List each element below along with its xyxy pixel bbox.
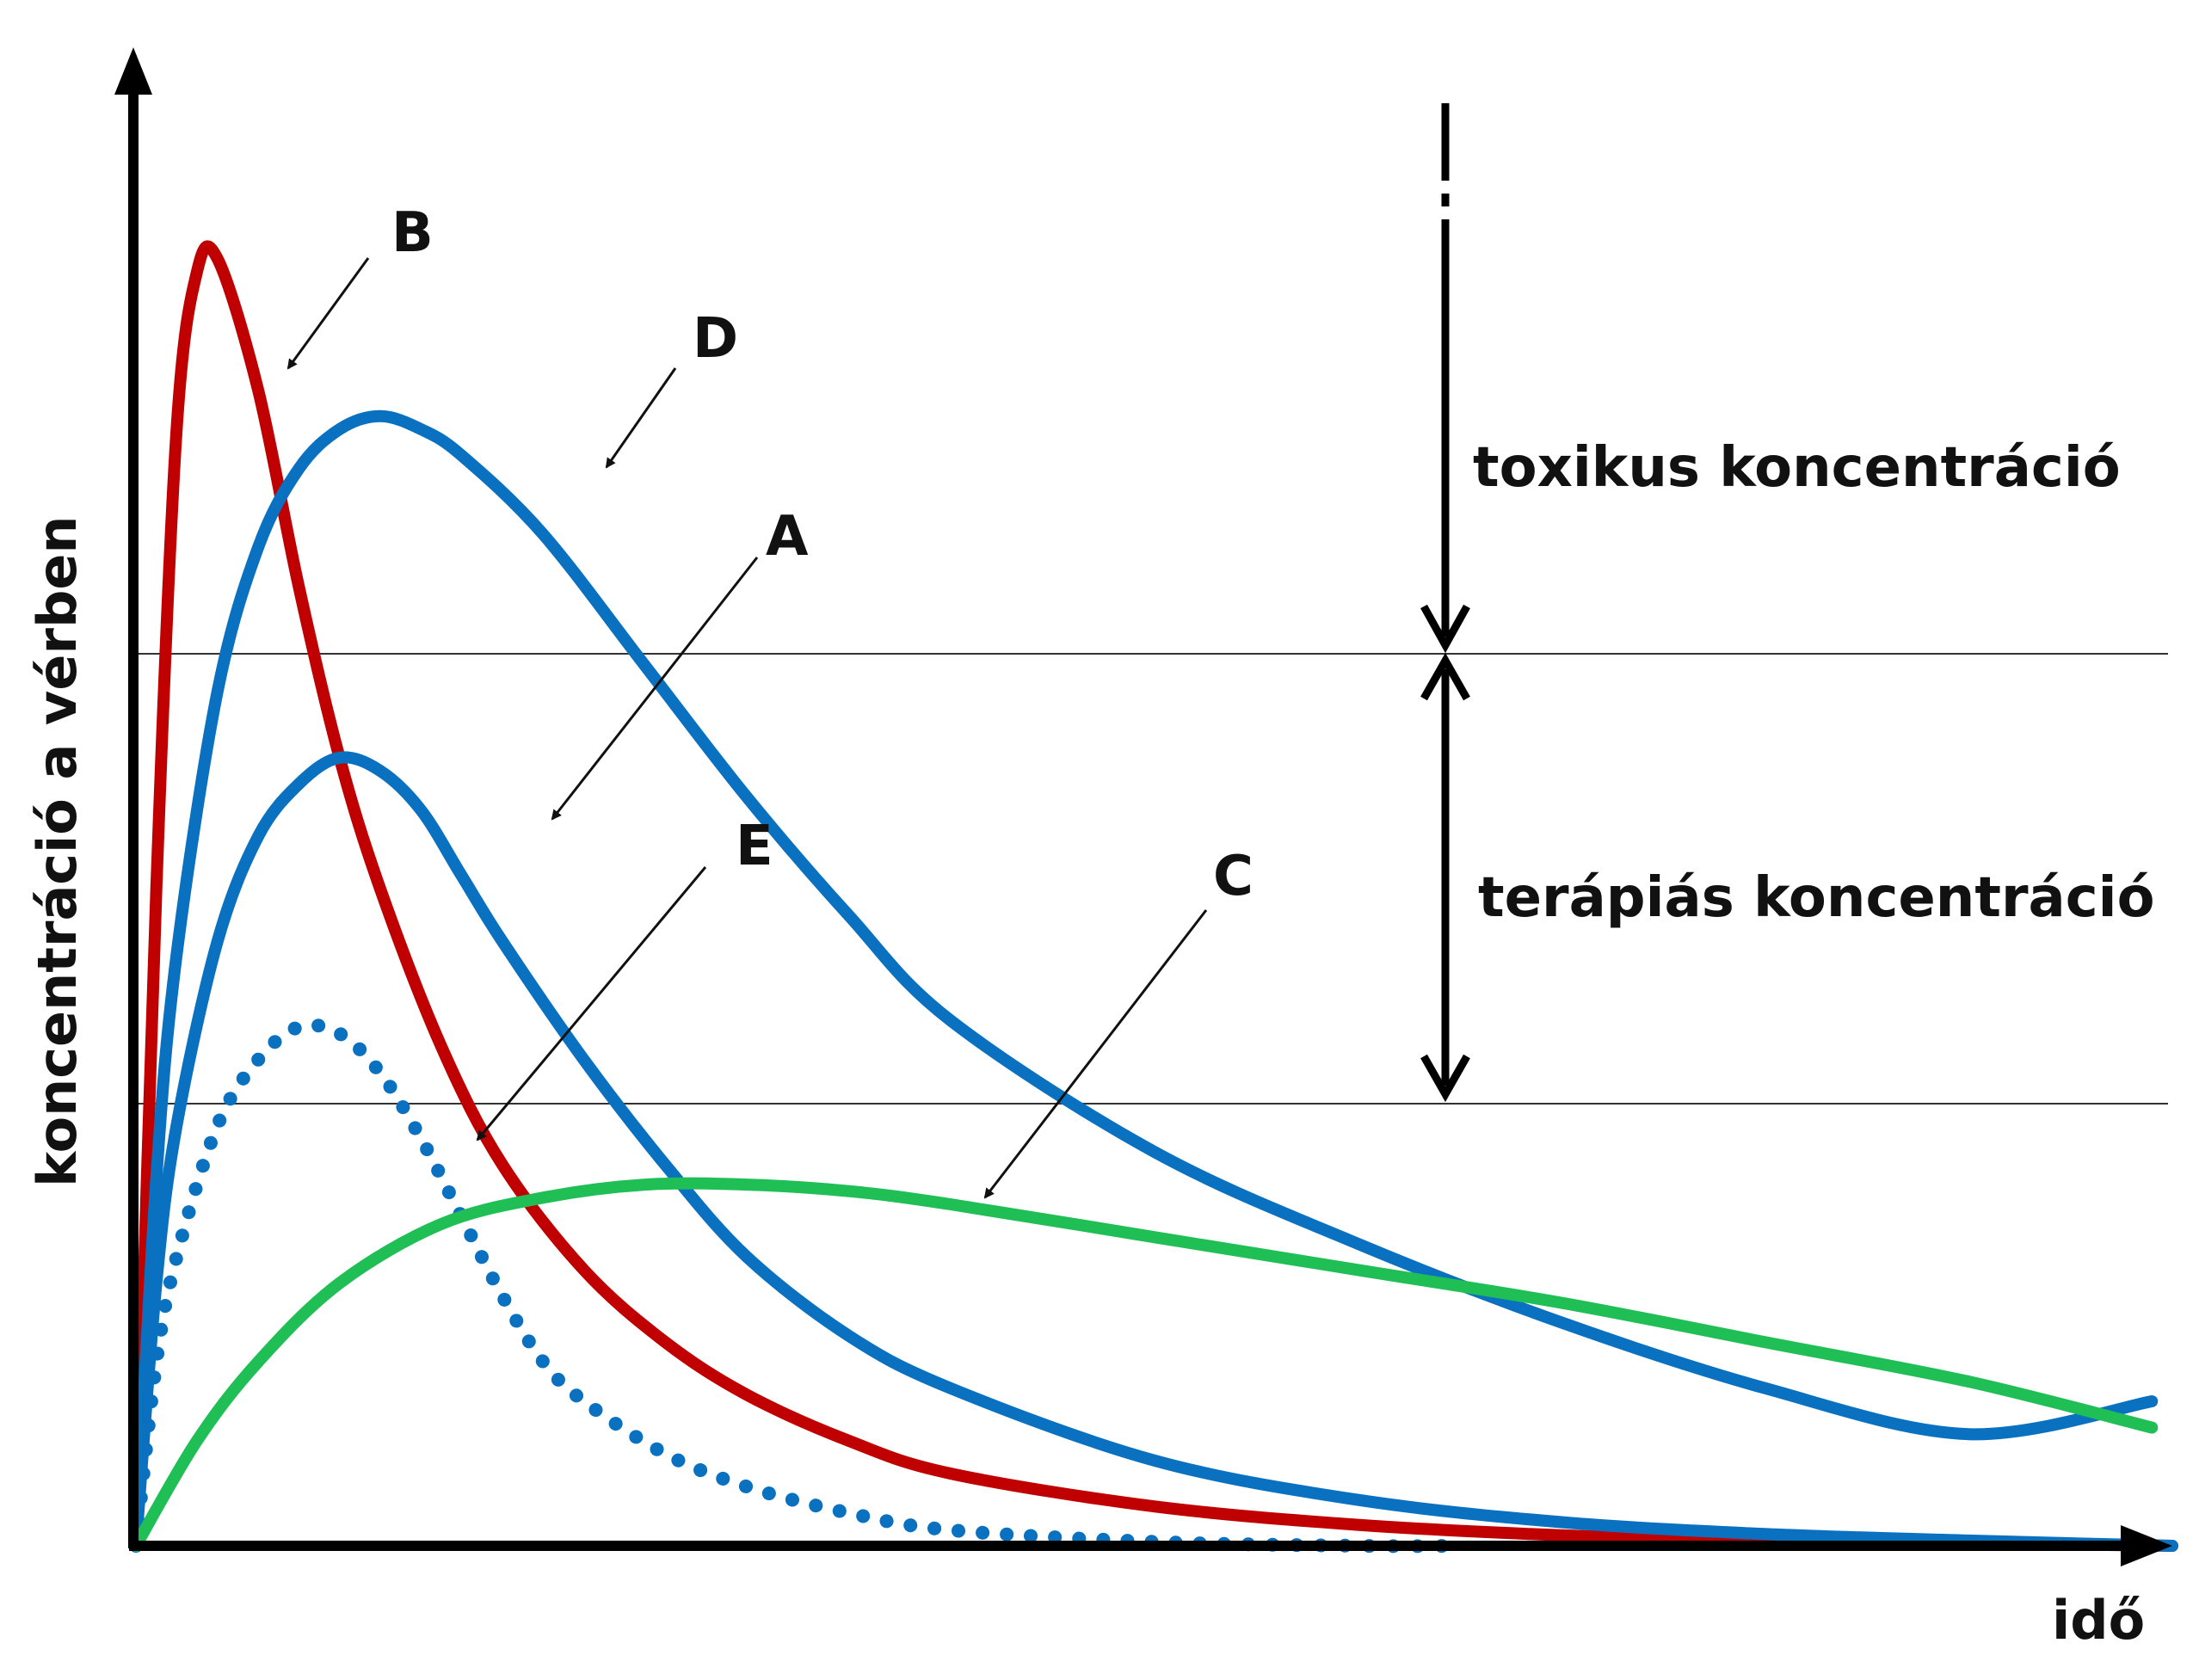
series-line-D xyxy=(130,409,2159,1552)
x-axis-label: idő xyxy=(2052,1589,2145,1652)
series-line-B xyxy=(130,240,2178,1552)
pointer-E xyxy=(476,866,707,1142)
curve-label-C: C xyxy=(1213,845,1253,908)
pointer-C xyxy=(983,909,1208,1199)
pointer-D xyxy=(605,367,677,469)
curve-label-A: A xyxy=(766,505,809,569)
toxic-zone-label: toxikus koncentráció xyxy=(1473,436,2121,500)
curve-label-D: D xyxy=(693,307,738,371)
curve-label-E: E xyxy=(736,815,773,878)
therapeutic-zone-arrowhead-down xyxy=(1420,1054,1470,1103)
x-axis-arrowhead xyxy=(2121,1525,2172,1566)
series-line-E xyxy=(129,1018,1467,1554)
y-axis-arrowhead xyxy=(114,47,152,95)
pointer-A xyxy=(551,557,759,821)
therapeutic-zone-arrowhead-up xyxy=(1420,652,1470,701)
therapeutic-zone-label: terápiás koncentráció xyxy=(1478,866,2155,930)
pointer-B xyxy=(286,257,370,370)
curve-label-B: B xyxy=(391,201,434,265)
series-line-A xyxy=(130,751,2178,1552)
series-line-C xyxy=(130,1177,2159,1552)
y-axis-label: koncentráció a vérben xyxy=(26,515,89,1187)
series-layer xyxy=(129,240,2178,1554)
toxic-zone-arrowhead xyxy=(1420,604,1470,654)
